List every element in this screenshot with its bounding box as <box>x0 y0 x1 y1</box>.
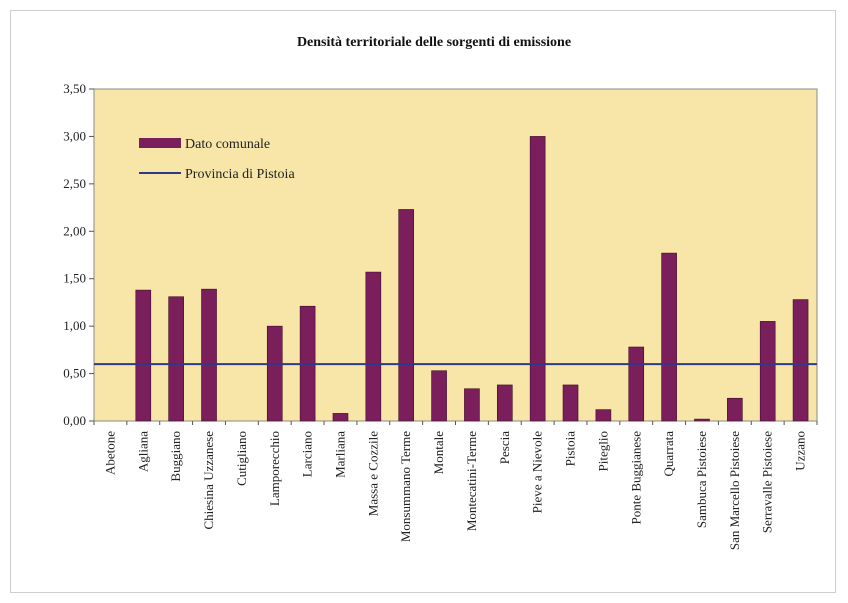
y-tick-label: 2,00 <box>63 223 86 238</box>
bar-2 <box>168 296 184 422</box>
x-tick-label: Lamporecchio <box>267 431 282 506</box>
bar-9 <box>398 209 415 422</box>
bar-19 <box>727 397 743 422</box>
bar-5 <box>266 325 283 422</box>
bar-17 <box>661 252 677 422</box>
y-tick-label: 3,50 <box>63 81 86 96</box>
x-tick-label: Montale <box>431 431 446 475</box>
legend-label-bar: Dato comunale <box>185 137 270 152</box>
bar-8 <box>365 271 382 422</box>
bar-7 <box>332 413 349 422</box>
x-tick-label: Piteglio <box>595 431 610 471</box>
chart-svg: Densità territoriale delle sorgenti di e… <box>63 35 818 550</box>
y-tick-label: 1,50 <box>63 271 86 286</box>
bar-14 <box>562 384 579 422</box>
x-tick-label: Buggiano <box>168 431 183 482</box>
bar-12 <box>496 384 513 422</box>
x-tick-label: Larciano <box>300 431 315 477</box>
x-tick-label: San Marcello Pistoiese <box>727 431 742 550</box>
bar-3 <box>201 288 217 422</box>
bar-10 <box>431 370 447 422</box>
x-tick-label: Chiesina Uzzanese <box>201 431 216 530</box>
plot-area: 0,00 0,50 1,00 1,50 2,00 2,50 3,00 3,50 Abetone A… <box>63 81 818 550</box>
x-tick-label: Abetone <box>102 431 117 475</box>
chart-title: Densità territoriale delle sorgenti di e… <box>297 35 571 50</box>
legend: Dato comunale Provincia di Pistoia <box>139 137 295 182</box>
legend-swatch-bar <box>139 138 181 148</box>
x-tick-label: Pistoia <box>563 431 578 467</box>
x-tick-label: Monsummano Terme <box>398 431 413 542</box>
y-tick-label: 3,00 <box>63 128 86 143</box>
x-tick-label: Agliana <box>135 431 150 472</box>
x-tick-label: Cutigliano <box>234 431 249 486</box>
legend-label-line: Provincia di Pistoia <box>185 167 295 182</box>
x-tick-label: Pieve a Nievole <box>530 431 545 514</box>
x-tick-label: Ponte Buggianese <box>628 431 643 525</box>
x-tick-label: Serravalle Pistoiese <box>760 431 775 533</box>
bar-20 <box>759 321 776 422</box>
bar-11 <box>464 388 480 422</box>
y-tick-label: 2,50 <box>63 176 86 191</box>
x-tick-label: Quarrata <box>661 431 676 477</box>
bar-1 <box>135 289 152 422</box>
x-tick-label: Uzzano <box>793 431 808 471</box>
x-tick-label: Sambuca Pistoiese <box>694 431 709 528</box>
y-tick-label: 0,50 <box>63 366 86 381</box>
x-tick-label: Massa e Cozzile <box>365 431 380 516</box>
bar-18 <box>694 418 710 422</box>
chart-frame: Densità territoriale delle sorgenti di e… <box>10 10 836 593</box>
y-tick-label: 1,00 <box>63 318 86 333</box>
bar-15 <box>595 409 612 422</box>
x-tick-label: Montecatini-Terme <box>464 431 479 531</box>
bar-13 <box>529 136 546 422</box>
bar-21 <box>792 299 809 422</box>
bar-16 <box>628 346 645 422</box>
y-tick-label: 0,00 <box>63 413 86 428</box>
x-tick-label: Marliana <box>332 431 347 478</box>
x-tick-label: Pescia <box>497 431 512 464</box>
